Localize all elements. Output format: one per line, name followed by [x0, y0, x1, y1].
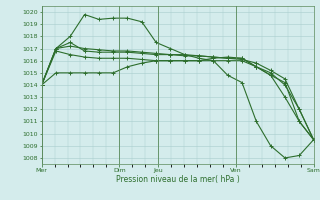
- X-axis label: Pression niveau de la mer( hPa ): Pression niveau de la mer( hPa ): [116, 175, 239, 184]
